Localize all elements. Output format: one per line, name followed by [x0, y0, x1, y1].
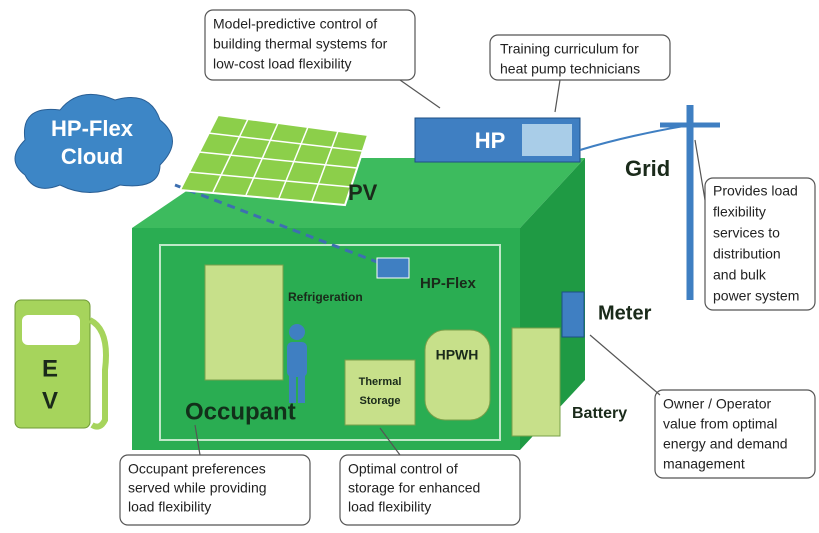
- ev-label: V: [42, 387, 58, 414]
- callout-text: heat pump technicians: [500, 61, 640, 77]
- fridge: [205, 265, 283, 380]
- callout-text: flexibility: [713, 204, 766, 220]
- hp-panel: [522, 124, 572, 156]
- wire: [580, 125, 690, 150]
- ev-hose: [90, 320, 106, 427]
- grid-label: Grid: [625, 156, 670, 181]
- hpwh-tank: [425, 330, 490, 420]
- callout-text: load flexibility: [128, 499, 211, 515]
- ev-label: E: [42, 355, 58, 382]
- thermal-storage: [345, 360, 415, 425]
- battery: [512, 328, 560, 436]
- pv-label: PV: [348, 180, 378, 205]
- cloud-label: Cloud: [61, 144, 123, 169]
- callout-text: low-cost load flexibility: [213, 56, 352, 72]
- callout-text: Occupant preferences: [128, 461, 266, 477]
- callout-text: and bulk: [713, 267, 767, 283]
- callout-text: power system: [713, 288, 799, 304]
- refrigeration-label: Refrigeration: [288, 290, 363, 304]
- callout-text: services to: [713, 225, 780, 241]
- ev-screen: [22, 315, 80, 345]
- callout-text: served while providing: [128, 480, 267, 496]
- callout-text: Training curriculum for: [500, 41, 639, 57]
- hp-label: HP: [475, 128, 506, 153]
- callout-text: Optimal control of: [348, 461, 458, 477]
- meter: [562, 292, 584, 337]
- hpwh-label: HPWH: [436, 347, 479, 363]
- meter-label: Meter: [598, 302, 652, 324]
- callout-text: Provides load: [713, 183, 798, 199]
- callout-text: energy and demand: [663, 436, 788, 452]
- callout-text: value from optimal: [663, 416, 777, 432]
- thermal-storage-label: Storage: [360, 395, 401, 407]
- callout-text: Owner / Operator: [663, 396, 771, 412]
- hp-flex-box: [377, 258, 409, 278]
- callout-text: Model-predictive control of: [213, 16, 377, 32]
- callout-text: management: [663, 456, 745, 472]
- cloud-label: HP-Flex: [51, 116, 134, 141]
- occupant-label: Occupant: [185, 398, 296, 425]
- callout-text: distribution: [713, 246, 781, 262]
- diagram: HP-Flex Cloud PV HP Grid HP-Flex Refrigeration…: [0, 0, 819, 533]
- callout-text: building thermal systems for: [213, 36, 388, 52]
- battery-label: Battery: [572, 405, 627, 422]
- thermal-storage-label: Thermal: [359, 376, 402, 388]
- callout-text: storage for enhanced: [348, 480, 480, 496]
- callout-text: load flexibility: [348, 499, 431, 515]
- hp-flex-label: HP-Flex: [420, 275, 477, 292]
